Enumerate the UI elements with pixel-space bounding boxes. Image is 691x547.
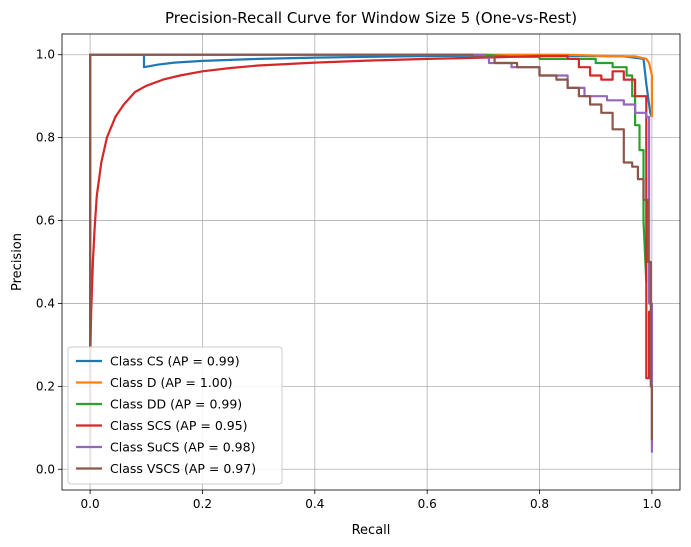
series-line-2 xyxy=(88,53,648,470)
x-tick-label: 0.0 xyxy=(81,497,100,511)
y-tick-label: 0.8 xyxy=(36,131,55,145)
legend-entry-label: Class DD (AP = 0.99) xyxy=(110,397,242,412)
x-axis-label: Recall xyxy=(352,523,391,538)
legend-entry-label: Class D (AP = 1.00) xyxy=(110,375,233,390)
series-line-0 xyxy=(88,53,653,470)
chart-title: Precision-Recall Curve for Window Size 5… xyxy=(165,9,577,27)
y-axis-label: Precision xyxy=(10,233,25,291)
y-tick-label: 1.0 xyxy=(36,48,55,62)
legend-entry-label: Class VSCS (AP = 0.97) xyxy=(110,461,256,476)
x-tick-label: 0.6 xyxy=(418,497,437,511)
series-line-3 xyxy=(89,54,652,380)
axes: 0.0 0.2 0.4 0.6 0.8 1.0 0.0 0.2 0.4 0.6 0.8 1.0 xyxy=(36,33,681,511)
y-tick-label: 0.2 xyxy=(36,379,55,393)
y-tick-label: 0.6 xyxy=(36,214,55,228)
legend: Class CS (AP = 0.99) Class D (AP = 1.00) C… xyxy=(67,346,283,485)
x-tick-label: 0.8 xyxy=(530,497,549,511)
y-tick-label: 0.0 xyxy=(36,462,55,476)
plot-frame xyxy=(61,33,681,491)
legend-entry-label: Class CS (AP = 0.99) xyxy=(110,354,240,369)
series-lines xyxy=(88,53,654,470)
x-tick-label: 1.0 xyxy=(642,497,661,511)
y-tick-label: 0.4 xyxy=(36,296,55,310)
legend-entry-label: Class SCS (AP = 0.95) xyxy=(110,418,248,433)
legend-box xyxy=(67,346,283,485)
series-line-5 xyxy=(88,53,654,470)
x-tick-label: 0.2 xyxy=(193,497,212,511)
legend-entry-label: Class SuCS (AP = 0.98) xyxy=(110,440,255,455)
x-tick-label: 0.4 xyxy=(305,497,324,511)
